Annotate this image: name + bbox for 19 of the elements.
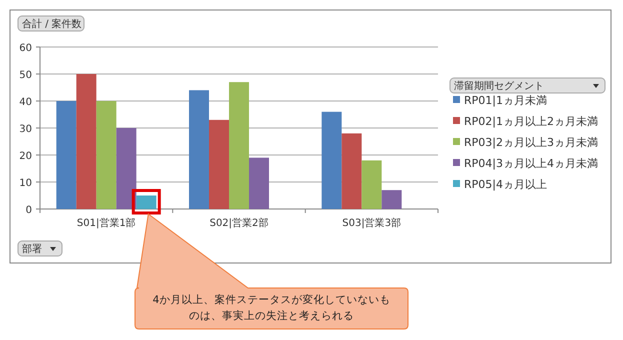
legend-label: RP02|1ヵ月以上2ヵ月未満 [464, 115, 598, 128]
legend-title: 滞留期間セグメント [454, 80, 544, 92]
y-tick-label: 60 [19, 43, 32, 54]
y-tick-label: 50 [19, 70, 32, 81]
x-tick-label: S01|営業1部 [76, 217, 136, 229]
legend-label: RP05|4ヵ月以上 [464, 178, 547, 191]
x-tick-label: S02|営業2部 [210, 217, 268, 229]
y-tick-label: 40 [19, 97, 32, 108]
legend-label: RP03|2ヵ月以上3ヵ月未満 [464, 136, 598, 149]
legend-label: RP01|1ヵ月未満 [464, 94, 547, 107]
y-tick-label: 10 [19, 178, 32, 189]
y-tick-label: 0 [26, 205, 32, 216]
y-tick-label: 20 [19, 151, 32, 162]
y-axis-title: 合計 / 案件数 [22, 18, 82, 30]
x-axis-title: 部署 [22, 243, 42, 255]
x-tick-label: S03|営業3部 [342, 217, 402, 229]
text: 4か月以上、案件ステータスが変化していないものは、事実上の失注と考えられる [152, 293, 392, 324]
legend-label: RP04|3ヵ月以上4ヵ月未満 [464, 157, 598, 170]
y-tick-label: 30 [19, 124, 32, 135]
